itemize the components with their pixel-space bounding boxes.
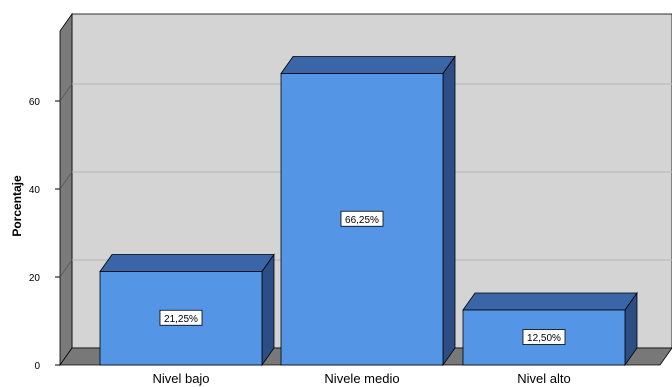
data-label: 66,25% — [340, 210, 384, 227]
data-label-box — [159, 309, 203, 326]
x-category-label: Nivel alto — [517, 371, 570, 386]
bar: 12,50% — [462, 291, 638, 367]
data-label: 21,25% — [159, 309, 203, 326]
y-tick-label: 0 — [34, 361, 40, 372]
bar: 21,25% — [99, 253, 275, 367]
data-label-box — [340, 210, 384, 227]
y-axis-label: Porcentaje — [10, 175, 24, 237]
x-category-label: Nivele medio — [324, 371, 399, 386]
gridline-side — [59, 83, 73, 102]
gridline-side — [59, 171, 73, 190]
y-tick-label: 60 — [29, 97, 41, 108]
x-category-label: Nivel bajo — [152, 371, 209, 386]
bars: 21,25% 66,25% 12,50% — [99, 55, 638, 367]
bar-top — [280, 56, 456, 74]
y-axis-ticks: 0 20 40 60 — [29, 97, 60, 372]
bar-top — [462, 292, 638, 311]
gridline-side — [59, 259, 73, 278]
data-label-box — [522, 329, 566, 345]
bar: 66,25% — [280, 55, 456, 367]
x-axis-categories: Nivel bajo Nivele medio Nivel alto — [152, 371, 570, 386]
y-tick-label: 40 — [29, 185, 41, 196]
data-label-text: 21,25% — [164, 314, 198, 325]
y-tick-label: 20 — [29, 273, 41, 284]
data-label-text: 12,50% — [527, 333, 561, 344]
plot-side-wall — [59, 12, 73, 367]
data-label-text: 66,25% — [345, 215, 379, 226]
bar-top — [99, 254, 275, 272]
data-label: 12,50% — [522, 329, 566, 345]
bar-side — [261, 253, 275, 367]
bar-side — [442, 55, 456, 367]
